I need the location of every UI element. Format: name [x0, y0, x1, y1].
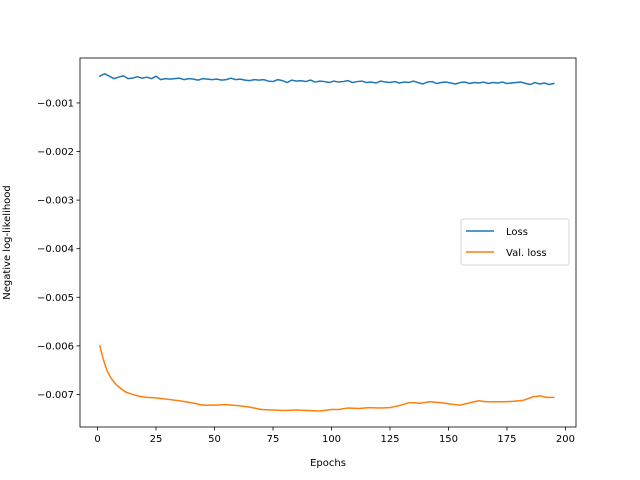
x-tick-label: 25	[150, 434, 163, 445]
legend-label-val-loss: Val. loss	[506, 248, 547, 259]
y-tick-label: −0.004	[37, 244, 74, 255]
x-tick-label: 125	[380, 434, 399, 445]
series-line-loss	[98, 73, 555, 86]
legend: Loss Val. loss	[460, 218, 570, 266]
y-tick-label: −0.005	[37, 293, 74, 304]
plot-frame	[79, 57, 577, 428]
y-axis-ticks: −0.001 −0.002 −0.003 −0.004 −0.005 −0.006 −0.0…	[37, 98, 80, 401]
x-tick-label: 50	[208, 434, 221, 445]
y-tick-label: −0.007	[37, 390, 74, 401]
x-axis-label: Epochs	[310, 458, 346, 469]
series-layer	[98, 73, 555, 412]
series-line-val-loss	[98, 344, 555, 412]
x-tick-label: 100	[322, 434, 341, 445]
y-tick-label: −0.001	[37, 98, 74, 109]
y-axis-label: Negative log-likelihood	[2, 185, 13, 300]
legend-label-loss: Loss	[506, 227, 528, 238]
y-tick-label: −0.003	[37, 196, 74, 207]
x-tick-label: 0	[94, 434, 100, 445]
x-tick-label: 150	[439, 434, 458, 445]
y-tick-label: −0.002	[37, 147, 74, 158]
x-axis-ticks: 0 25 50 75 100 125 150 175 200	[94, 427, 575, 445]
x-tick-label: 175	[497, 434, 516, 445]
y-tick-label: −0.006	[37, 341, 74, 352]
x-tick-label: 75	[267, 434, 280, 445]
x-tick-label: 200	[556, 434, 575, 445]
